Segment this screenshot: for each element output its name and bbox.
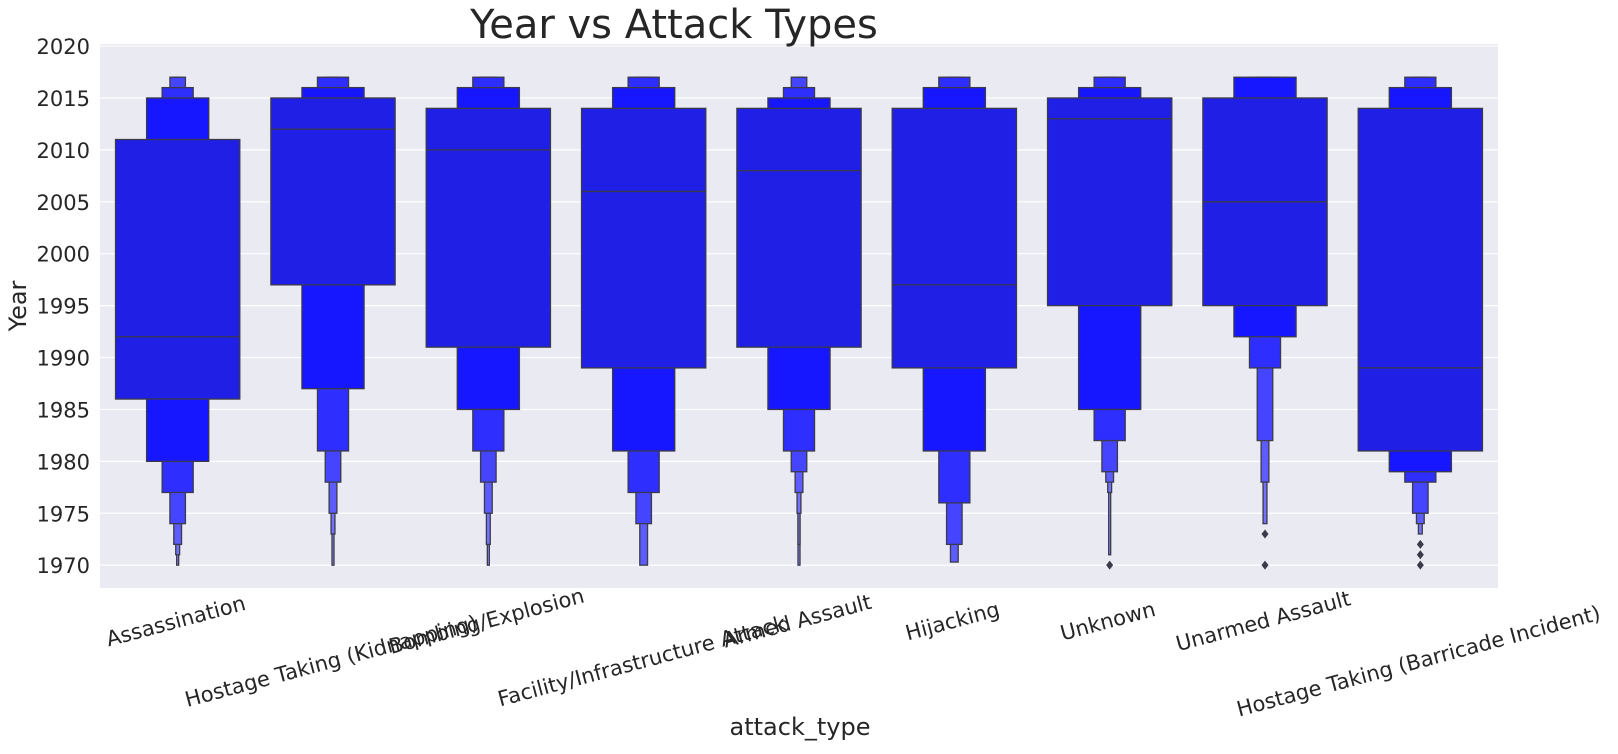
y-tick-label: 2015 [37, 87, 90, 111]
y-tick-label: 1990 [37, 347, 90, 371]
y-tick-label: 2005 [37, 191, 90, 215]
y-tick-label: 2000 [37, 243, 90, 267]
boxen-7 [1202, 76, 1328, 570]
boxen-2 [425, 76, 552, 566]
x-axis-label: attack_type [730, 713, 871, 741]
y-tick-label: 1985 [37, 398, 90, 422]
boxen-level [580, 107, 707, 369]
y-tick-label: 1995 [37, 295, 90, 319]
boxen-6 [1046, 76, 1173, 570]
outlier-point [1261, 529, 1269, 539]
y-tick-label: 1980 [37, 450, 90, 474]
y-tick-label: 1975 [37, 502, 90, 526]
chart-title: Year vs Attack Types [469, 2, 878, 48]
boxen-level [891, 107, 1018, 369]
boxen-level [270, 97, 396, 286]
y-tick-label: 2020 [37, 35, 90, 59]
boxen-0 [114, 76, 241, 566]
outlier-point [1416, 550, 1424, 560]
x-tick-label: Assassination [104, 591, 249, 651]
y-axis-label: Year [4, 280, 32, 332]
outlier-point [1416, 560, 1424, 570]
outlier-point [1416, 539, 1424, 549]
outlier-point [1106, 560, 1114, 570]
x-tick-label: Unarmed Assault [1173, 586, 1353, 656]
boxen-1 [270, 76, 396, 566]
y-tick-label: 2010 [37, 139, 90, 163]
boxen-level [1357, 107, 1484, 452]
boxen-level [1046, 97, 1173, 307]
boxen-level [425, 107, 552, 348]
y-axis-ticks: 1970 1975 1980 1985 1990 1995 2000 2005 2010 2015… [37, 35, 90, 578]
boxen-5 [891, 76, 1018, 563]
outlier-point [1261, 560, 1269, 570]
x-tick-label: Bombing/Explosion [386, 584, 587, 659]
x-tick-label: Unknown [1058, 597, 1158, 645]
boxen-series [114, 76, 1484, 570]
boxen-level [736, 107, 862, 348]
y-tick-label: 1970 [37, 554, 90, 578]
boxen-level [114, 138, 241, 400]
boxen-3 [580, 76, 707, 566]
boxen-4 [736, 76, 862, 566]
boxen-8 [1357, 76, 1484, 570]
x-tick-label: Hijacking [903, 597, 1002, 645]
